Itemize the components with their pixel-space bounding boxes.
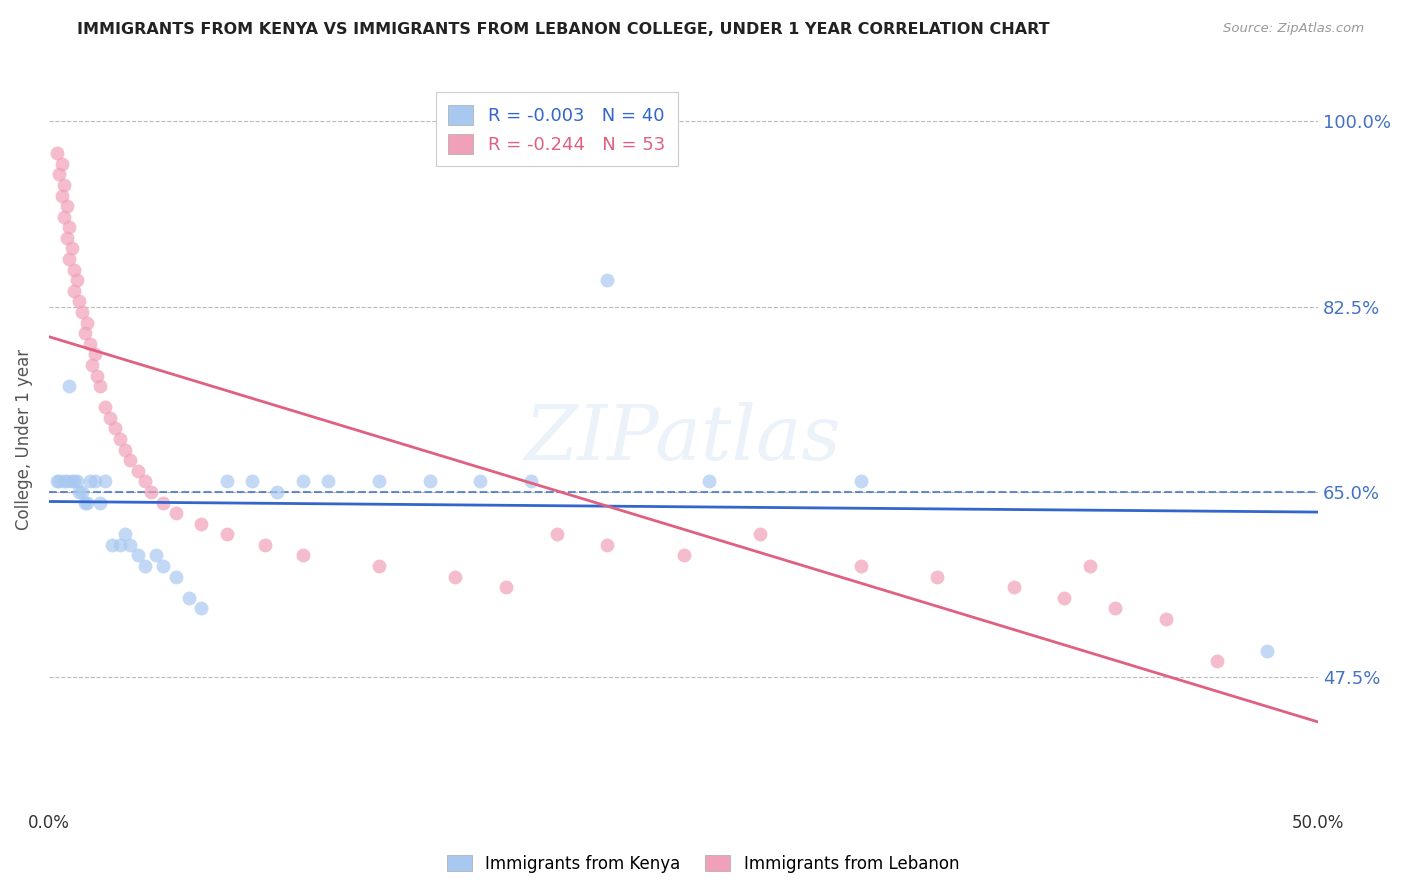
Point	[108, 432, 131, 446]
Point	[76, 316, 98, 330]
Point	[67, 485, 90, 500]
Point	[58, 220, 80, 235]
Point	[66, 475, 89, 489]
Point	[127, 549, 149, 563]
Point	[76, 495, 98, 509]
Point	[190, 516, 212, 531]
Point	[240, 475, 263, 489]
Y-axis label: College, Under 1 year: College, Under 1 year	[15, 349, 32, 530]
Point	[444, 569, 467, 583]
Point	[79, 336, 101, 351]
Point	[1256, 644, 1278, 658]
Point	[152, 559, 174, 574]
Point	[73, 326, 96, 341]
Point	[291, 549, 314, 563]
Point	[419, 475, 441, 489]
Point	[190, 601, 212, 615]
Point	[86, 368, 108, 383]
Point	[53, 210, 76, 224]
Point	[215, 475, 238, 489]
Point	[70, 485, 93, 500]
Point	[1154, 612, 1177, 626]
Point	[1078, 559, 1101, 574]
Point	[55, 475, 77, 489]
Point	[596, 538, 619, 552]
Point	[101, 538, 124, 552]
Point	[1002, 580, 1025, 594]
Point	[51, 188, 73, 202]
Point	[851, 475, 873, 489]
Point	[114, 527, 136, 541]
Point	[215, 527, 238, 541]
Point	[114, 442, 136, 457]
Point	[83, 475, 105, 489]
Point	[53, 475, 76, 489]
Point	[1205, 654, 1227, 668]
Point	[368, 559, 391, 574]
Point	[127, 464, 149, 478]
Legend: Immigrants from Kenya, Immigrants from Lebanon: Immigrants from Kenya, Immigrants from L…	[440, 848, 966, 880]
Text: ZIPatlas: ZIPatlas	[526, 402, 842, 476]
Point	[66, 273, 89, 287]
Point	[104, 421, 127, 435]
Point	[45, 146, 67, 161]
Point	[1104, 601, 1126, 615]
Point	[672, 549, 695, 563]
Point	[165, 569, 187, 583]
Legend: R = -0.003   N = 40, R = -0.244   N = 53: R = -0.003 N = 40, R = -0.244 N = 53	[436, 93, 678, 167]
Point	[60, 242, 83, 256]
Point	[45, 475, 67, 489]
Point	[520, 475, 543, 489]
Point	[120, 538, 142, 552]
Point	[120, 453, 142, 467]
Point	[145, 549, 167, 563]
Point	[83, 347, 105, 361]
Point	[316, 475, 339, 489]
Point	[134, 559, 156, 574]
Point	[63, 262, 86, 277]
Point	[596, 273, 619, 287]
Point	[58, 379, 80, 393]
Point	[60, 475, 83, 489]
Point	[94, 401, 117, 415]
Point	[98, 410, 121, 425]
Point	[79, 475, 101, 489]
Point	[58, 252, 80, 266]
Point	[73, 495, 96, 509]
Point	[82, 358, 104, 372]
Point	[470, 475, 492, 489]
Point	[927, 569, 949, 583]
Point	[368, 475, 391, 489]
Text: Source: ZipAtlas.com: Source: ZipAtlas.com	[1223, 22, 1364, 36]
Point	[177, 591, 200, 605]
Point	[89, 495, 111, 509]
Point	[697, 475, 720, 489]
Point	[53, 178, 76, 192]
Point	[48, 167, 70, 181]
Point	[55, 199, 77, 213]
Point	[134, 475, 156, 489]
Point	[851, 559, 873, 574]
Point	[48, 475, 70, 489]
Point	[89, 379, 111, 393]
Point	[139, 485, 162, 500]
Point	[67, 294, 90, 309]
Point	[165, 506, 187, 520]
Point	[748, 527, 770, 541]
Point	[266, 485, 288, 500]
Point	[291, 475, 314, 489]
Point	[152, 495, 174, 509]
Point	[94, 475, 117, 489]
Text: IMMIGRANTS FROM KENYA VS IMMIGRANTS FROM LEBANON COLLEGE, UNDER 1 YEAR CORRELATI: IMMIGRANTS FROM KENYA VS IMMIGRANTS FROM…	[77, 22, 1050, 37]
Point	[495, 580, 517, 594]
Point	[253, 538, 276, 552]
Point	[51, 157, 73, 171]
Point	[108, 538, 131, 552]
Point	[546, 527, 568, 541]
Point	[1053, 591, 1076, 605]
Point	[63, 284, 86, 298]
Point	[70, 305, 93, 319]
Point	[55, 231, 77, 245]
Point	[63, 475, 86, 489]
